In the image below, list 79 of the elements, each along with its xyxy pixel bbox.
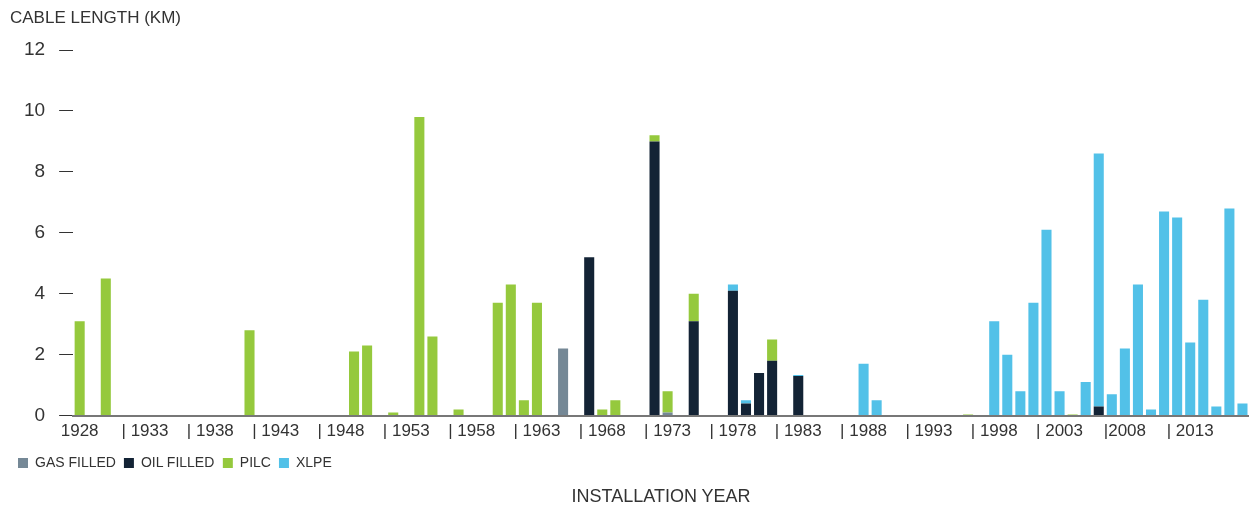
y-tick-label: 2 — [34, 342, 46, 364]
bar — [858, 363, 869, 416]
x-tick-label: | 1983 — [774, 421, 822, 441]
x-tick-label: 1928 — [60, 421, 99, 441]
bar — [793, 375, 804, 416]
bar — [767, 360, 778, 416]
bar — [1002, 354, 1013, 416]
bar — [662, 391, 673, 413]
y-tick-label: 6 — [34, 221, 46, 243]
bar — [558, 348, 569, 416]
bar — [1080, 382, 1091, 416]
bar — [649, 135, 660, 142]
bar — [1185, 342, 1196, 416]
bar — [740, 403, 752, 416]
bar — [610, 400, 621, 416]
bar — [427, 336, 438, 416]
bar — [362, 345, 373, 416]
x-axis-title: INSTALLATION YEAR — [571, 485, 751, 506]
legend-label: PILC — [239, 453, 271, 470]
y-tick-label: 0 — [34, 403, 46, 425]
bar — [505, 284, 516, 416]
bar — [754, 372, 765, 416]
bar — [1093, 406, 1104, 416]
bar — [649, 141, 660, 416]
bar — [1028, 302, 1039, 416]
x-tick-label: | 1948 — [317, 421, 365, 441]
legend-label: GAS FILLED — [35, 453, 116, 470]
x-tick-label: | 1993 — [905, 421, 953, 441]
x-tick-label: | 1953 — [382, 421, 430, 441]
x-tick-label: | 1988 — [840, 421, 888, 441]
bar — [1106, 394, 1117, 416]
bar — [1054, 391, 1065, 416]
bar — [414, 117, 425, 416]
y-tick-label: 12 — [23, 38, 46, 60]
bar — [1224, 208, 1235, 416]
bar — [740, 400, 752, 404]
y-tick-label: 8 — [34, 160, 46, 182]
bar — [767, 339, 778, 361]
bar — [531, 302, 542, 416]
bar — [1237, 403, 1248, 416]
x-tick-label: | 1938 — [186, 421, 234, 441]
bar — [1015, 391, 1026, 416]
bar — [1159, 211, 1170, 416]
legend-label: XLPE — [295, 453, 332, 470]
x-tick-label: | 1963 — [513, 421, 561, 441]
bar — [688, 321, 699, 416]
bar — [1198, 299, 1209, 416]
bar — [1093, 153, 1104, 407]
x-tick-label: | 2013 — [1166, 421, 1214, 441]
bar — [349, 351, 360, 416]
bar — [727, 290, 738, 416]
x-tick-label: | 1968 — [578, 421, 626, 441]
x-tick-label: | 1943 — [252, 421, 300, 441]
bar — [584, 257, 595, 416]
bar — [727, 284, 738, 291]
x-tick-label: |2008 — [1103, 421, 1146, 441]
bar — [100, 278, 111, 416]
legend-label: OIL FILLED — [140, 453, 215, 470]
bar — [1119, 348, 1130, 416]
x-tick-label: | 2003 — [1036, 421, 1084, 441]
bar — [1132, 284, 1143, 416]
y-tick-label: 10 — [23, 99, 46, 121]
bar — [492, 302, 503, 416]
y-axis-title: CABLE LENGTH (KM) — [10, 7, 181, 27]
x-tick-label: | 1958 — [448, 421, 496, 441]
bar — [1172, 217, 1183, 416]
x-tick-label: | 1933 — [121, 421, 169, 441]
bar — [518, 400, 529, 416]
x-tick-label: | 1973 — [644, 421, 692, 441]
bar — [74, 321, 85, 416]
bar — [871, 400, 882, 416]
y-tick-label: 4 — [34, 281, 46, 303]
bar — [1041, 229, 1052, 416]
bar — [244, 330, 255, 416]
x-tick-label: | 1978 — [709, 421, 757, 441]
x-tick-label: | 1998 — [970, 421, 1018, 441]
bar — [989, 321, 1000, 416]
bar — [1211, 406, 1222, 416]
bar — [688, 293, 699, 322]
